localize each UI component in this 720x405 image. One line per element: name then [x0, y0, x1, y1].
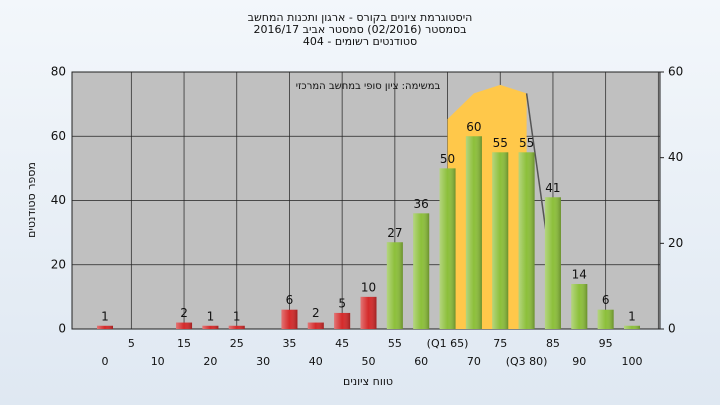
data-label: 6 [602, 293, 610, 307]
bar-shade [597, 309, 614, 329]
annotation: במשימה: ציון סופי במחשב המרכזי [296, 81, 441, 92]
x-tick-label: 30 [256, 355, 270, 368]
x-tick-label: 40 [309, 355, 323, 368]
x-tick-label: 90 [572, 355, 586, 368]
x-tick-label: 50 [362, 355, 376, 368]
x-tick-label: 15 [177, 337, 191, 350]
data-label: 2 [180, 306, 188, 320]
area [447, 84, 527, 329]
data-label: 2 [312, 306, 320, 320]
data-label: 50 [440, 152, 455, 166]
x-tick-label: 25 [230, 337, 244, 350]
bar-shade [334, 312, 351, 329]
y-tick-label: 20 [51, 257, 66, 271]
x-tick-label: 35 [282, 337, 296, 350]
x-tick-label: 85 [546, 337, 560, 350]
bar-shade [281, 309, 298, 329]
x-tick-label: (Q1 65) [427, 337, 469, 350]
y-tick-label: 60 [51, 129, 66, 143]
y2-tick-label: 0 [668, 322, 676, 336]
data-label: 1 [233, 309, 241, 323]
data-label: 1 [628, 309, 636, 323]
data-label: 6 [286, 293, 294, 307]
x-tick-label: 5 [128, 337, 135, 350]
x-axis-label: טווח ציונים [343, 375, 393, 388]
data-label: 14 [572, 268, 587, 282]
y-tick-label: 0 [58, 322, 66, 336]
y-tick-label: 40 [51, 193, 66, 207]
data-label: 36 [414, 197, 429, 211]
bar-shade [307, 322, 324, 329]
y2-tick-label: 60 [668, 65, 683, 79]
data-label: 55 [493, 136, 508, 150]
x-tick-label: 60 [414, 355, 428, 368]
y-tick-label: 80 [51, 65, 66, 79]
bar-shade [97, 325, 113, 329]
bar-shade [544, 197, 561, 329]
y-axis-label: מספר סטודנטים [25, 162, 38, 238]
data-label: 5 [338, 296, 346, 310]
x-tick-label: (Q3 80) [506, 355, 548, 368]
data-label: 1 [101, 309, 109, 323]
data-label: 55 [519, 136, 534, 150]
line [525, 93, 549, 244]
chart-subtitle: בסמסטר (02/2016) סמסטר אביב 2016/17 [253, 23, 466, 36]
x-tick-label: 20 [203, 355, 217, 368]
x-tick-label: 75 [493, 337, 507, 350]
data-label: 41 [545, 181, 560, 195]
bar-shade [624, 325, 640, 329]
x-tick-label: 70 [467, 355, 481, 368]
bar-shade [413, 213, 430, 329]
bar-shade [518, 152, 535, 329]
x-tick-label: 0 [102, 355, 109, 368]
x-tick-label: 55 [388, 337, 402, 350]
x-tick-label: 95 [599, 337, 613, 350]
bar-shade [439, 168, 456, 329]
x-tick-label: 100 [622, 355, 643, 368]
bar-shade [386, 242, 403, 329]
data-label: 10 [361, 280, 376, 294]
bar-shade [360, 296, 377, 329]
bar-shade [228, 325, 245, 329]
y2-tick-label: 40 [668, 150, 683, 164]
x-tick-label: 10 [151, 355, 165, 368]
bar-shade [465, 136, 482, 329]
data-label: 1 [207, 309, 215, 323]
chart-subtitle: סטודנטים רשומים - 404 [303, 35, 417, 48]
data-label: 60 [466, 120, 481, 134]
y2-tick-label: 20 [668, 236, 683, 250]
chart-title: היסטוגרמת ציונים בקורס - ארגון ותכנות המ… [248, 11, 473, 24]
data-label: 27 [387, 226, 402, 240]
x-tick-label: 45 [335, 337, 349, 350]
bar-shade [492, 152, 509, 329]
bar-shade [571, 284, 588, 329]
bar-shade [202, 325, 219, 329]
bar-shade [176, 322, 193, 329]
